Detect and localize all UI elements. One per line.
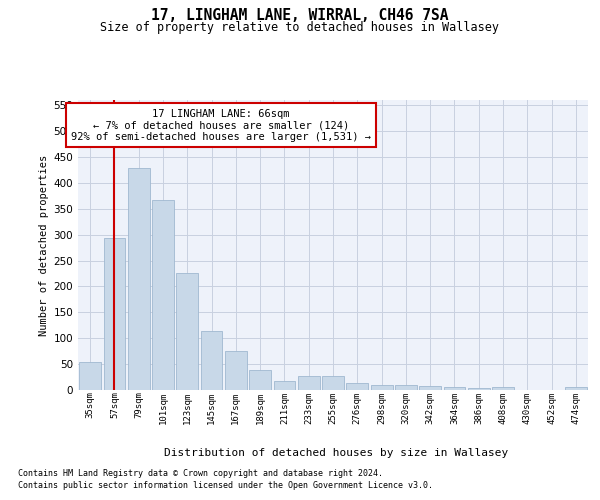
Text: Distribution of detached houses by size in Wallasey: Distribution of detached houses by size … xyxy=(164,448,508,458)
Bar xyxy=(298,376,320,390)
Bar xyxy=(249,370,271,390)
Bar xyxy=(371,385,392,390)
Bar xyxy=(225,350,247,390)
Bar xyxy=(492,388,514,390)
Bar xyxy=(274,381,295,390)
Bar xyxy=(322,376,344,390)
Y-axis label: Number of detached properties: Number of detached properties xyxy=(39,154,49,336)
Text: Contains public sector information licensed under the Open Government Licence v3: Contains public sector information licen… xyxy=(18,481,433,490)
Text: 17, LINGHAM LANE, WIRRAL, CH46 7SA: 17, LINGHAM LANE, WIRRAL, CH46 7SA xyxy=(151,8,449,22)
Bar xyxy=(79,362,101,390)
Bar xyxy=(565,388,587,390)
Bar xyxy=(468,388,490,390)
Bar xyxy=(443,388,466,390)
Bar xyxy=(395,385,417,390)
Bar xyxy=(104,238,125,390)
Text: Size of property relative to detached houses in Wallasey: Size of property relative to detached ho… xyxy=(101,21,499,34)
Bar xyxy=(200,332,223,390)
Bar xyxy=(346,383,368,390)
Text: Contains HM Land Registry data © Crown copyright and database right 2024.: Contains HM Land Registry data © Crown c… xyxy=(18,468,383,477)
Bar xyxy=(419,386,441,390)
Bar xyxy=(128,168,149,390)
Bar xyxy=(176,274,198,390)
Text: 17 LINGHAM LANE: 66sqm
← 7% of detached houses are smaller (124)
92% of semi-det: 17 LINGHAM LANE: 66sqm ← 7% of detached … xyxy=(71,108,371,142)
Bar xyxy=(152,200,174,390)
